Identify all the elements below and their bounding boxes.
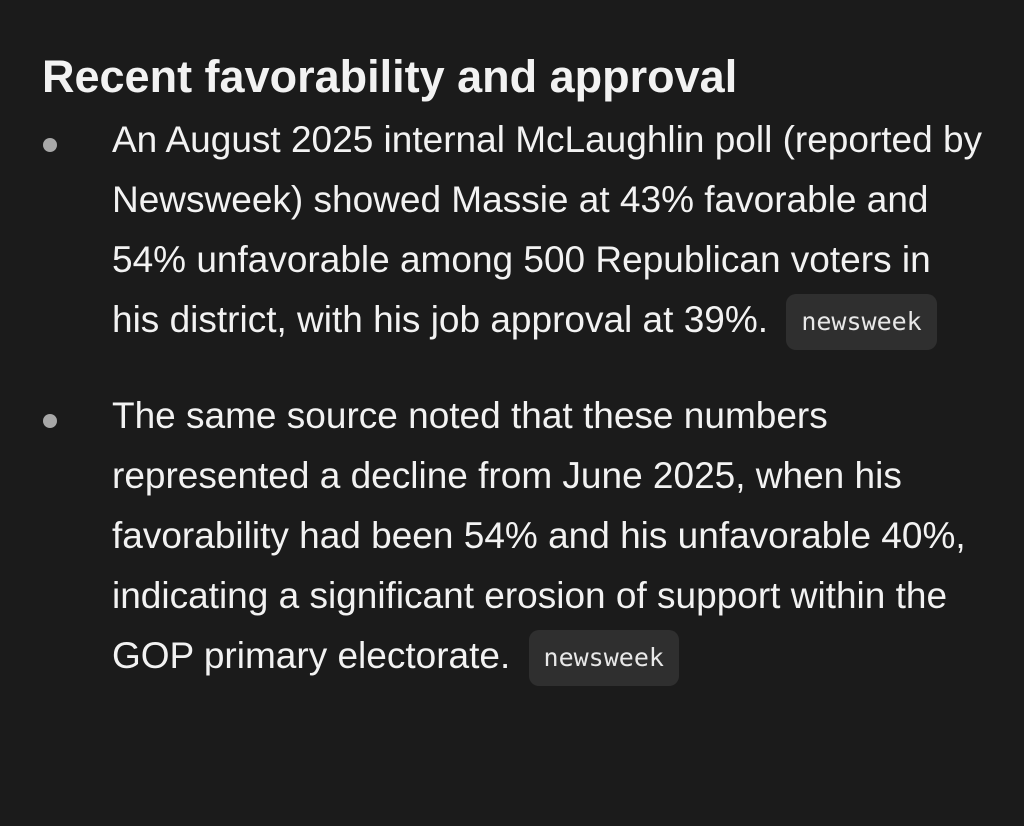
source-chip-newsweek[interactable]: newsweek (528, 630, 679, 686)
bullet-text: The same source noted that these numbers… (112, 395, 966, 676)
bullet-dot-icon (43, 138, 57, 152)
list-item: An August 2025 internal McLaughlin poll … (0, 110, 1024, 350)
section-title: Recent favorability and approval (42, 51, 738, 103)
list-item: The same source noted that these numbers… (0, 386, 1024, 686)
bullet-list: An August 2025 internal McLaughlin poll … (0, 110, 1024, 722)
bullet-dot-icon (43, 414, 57, 428)
source-chip-newsweek[interactable]: newsweek (786, 294, 937, 350)
bullet-text: An August 2025 internal McLaughlin poll … (112, 119, 983, 340)
